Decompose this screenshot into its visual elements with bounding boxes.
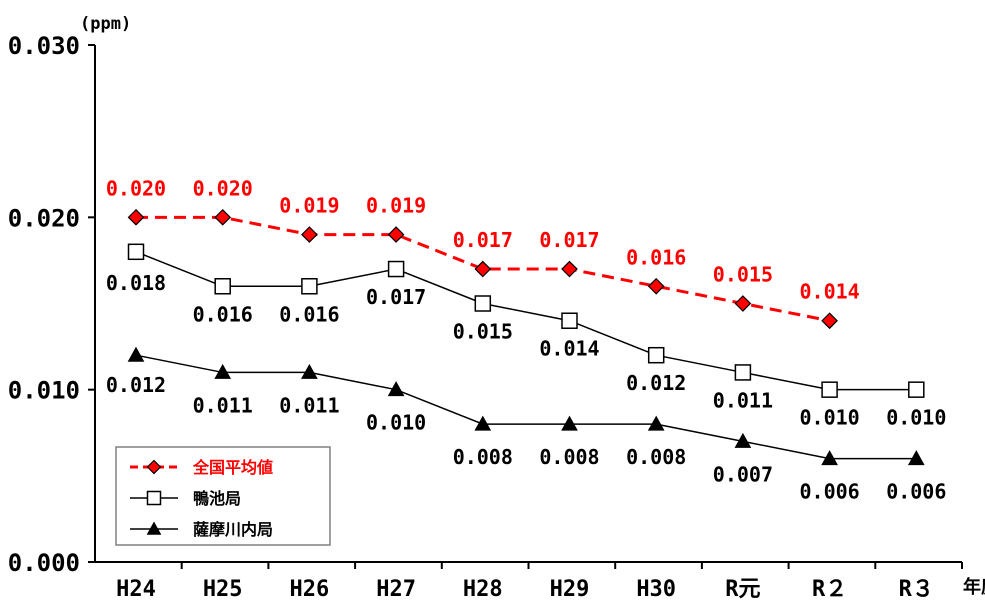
data-label: 0.010	[886, 406, 946, 430]
data-point-marker	[734, 432, 752, 448]
y-tick-label: 0.030	[8, 32, 80, 60]
data-point-marker	[907, 450, 925, 466]
data-label: 0.008	[626, 445, 686, 469]
data-point-marker	[647, 346, 665, 364]
data-label: 0.015	[713, 263, 773, 287]
data-label: 0.006	[799, 480, 859, 504]
data-point-marker	[301, 363, 318, 379]
data-label: 0.016	[626, 245, 686, 269]
data-label: 0.012	[626, 371, 686, 395]
x-tick-label: R２	[812, 577, 847, 601]
data-point-marker	[821, 312, 838, 330]
data-label: 0.017	[539, 228, 599, 252]
data-point-marker	[647, 277, 665, 295]
legend-label: 全国平均値	[192, 458, 273, 477]
x-axis-unit: 年度	[963, 576, 985, 598]
data-point-marker	[214, 208, 232, 226]
data-label: 0.008	[539, 445, 599, 469]
data-point-marker	[474, 260, 492, 278]
data-point-marker	[127, 208, 145, 226]
data-point-marker	[387, 381, 405, 397]
data-point-marker	[734, 364, 752, 381]
data-label: 0.016	[279, 302, 339, 326]
data-label: 0.016	[193, 302, 253, 326]
x-tick-label: H26	[290, 577, 330, 601]
legend-label: 鴨池局	[193, 489, 241, 508]
data-point-marker	[301, 226, 318, 243]
x-tick-label: H30	[636, 577, 676, 601]
data-point-marker	[214, 278, 231, 295]
data-point-marker	[214, 363, 232, 379]
x-tick-label: H27	[376, 577, 416, 601]
data-point-marker	[561, 415, 578, 431]
data-label: 0.019	[366, 194, 426, 218]
data-point-marker	[387, 226, 405, 243]
data-label: 0.014	[799, 280, 859, 304]
legend-marker	[146, 490, 162, 506]
x-tick-label: R元	[725, 577, 760, 601]
legend-label: 薩摩川内局	[193, 520, 273, 539]
y-tick-label: 0.000	[8, 549, 80, 577]
data-label: 0.019	[279, 194, 339, 218]
x-tick-label: H24	[116, 577, 156, 601]
data-point-marker	[734, 295, 752, 312]
data-point-marker	[127, 346, 145, 362]
axes-layer: 0.000 0.010 0.020 0.030(ppm) H24 H25 H26 H27 H28…	[8, 14, 985, 601]
data-label: 0.006	[886, 480, 946, 504]
series-line-2	[135, 251, 917, 391]
legend-marker	[146, 521, 162, 535]
data-label: 0.012	[106, 373, 166, 397]
data-point-marker	[561, 260, 578, 278]
data-label: 0.017	[366, 285, 426, 309]
data-point-marker	[647, 415, 665, 431]
data-label: 0.008	[453, 445, 513, 469]
data-label: 0.010	[799, 406, 859, 430]
data-point-marker	[908, 381, 925, 398]
data-label: 0.011	[713, 388, 773, 412]
series-line-1	[136, 215, 830, 323]
data-label-layer: 0.020 0.020 0.019 0.019 0.017 0.017 0.016 0.015…	[106, 176, 947, 503]
series-line-3	[135, 354, 917, 460]
data-point-marker	[474, 415, 492, 431]
y-tick-label: 0.010	[8, 377, 80, 405]
legend-marker	[146, 459, 162, 475]
data-label: 0.020	[193, 176, 253, 200]
x-tick-label: H29	[550, 577, 590, 601]
data-point-marker	[127, 243, 145, 261]
data-point-marker	[821, 450, 838, 466]
data-point-marker	[301, 278, 318, 295]
data-point-marker	[387, 260, 405, 278]
y-axis-unit: (ppm)	[80, 14, 131, 34]
data-point-marker	[821, 381, 838, 398]
data-label: 0.018	[106, 271, 166, 295]
data-point-marker	[474, 295, 492, 312]
data-label: 0.007	[713, 462, 773, 486]
data-label: 0.011	[193, 393, 253, 417]
data-label: 0.014	[539, 337, 599, 361]
data-point-marker	[561, 312, 578, 329]
data-label: 0.017	[453, 228, 513, 252]
x-tick-label: H25	[203, 577, 243, 601]
data-label: 0.020	[106, 176, 166, 200]
data-label: 0.011	[279, 393, 339, 417]
x-tick-label: R３	[899, 577, 934, 601]
data-label: 0.010	[366, 411, 426, 435]
data-label: 0.015	[453, 320, 513, 344]
x-tick-label: H28	[463, 577, 503, 601]
y-tick-label: 0.020	[8, 204, 80, 232]
series-layer	[127, 208, 925, 466]
